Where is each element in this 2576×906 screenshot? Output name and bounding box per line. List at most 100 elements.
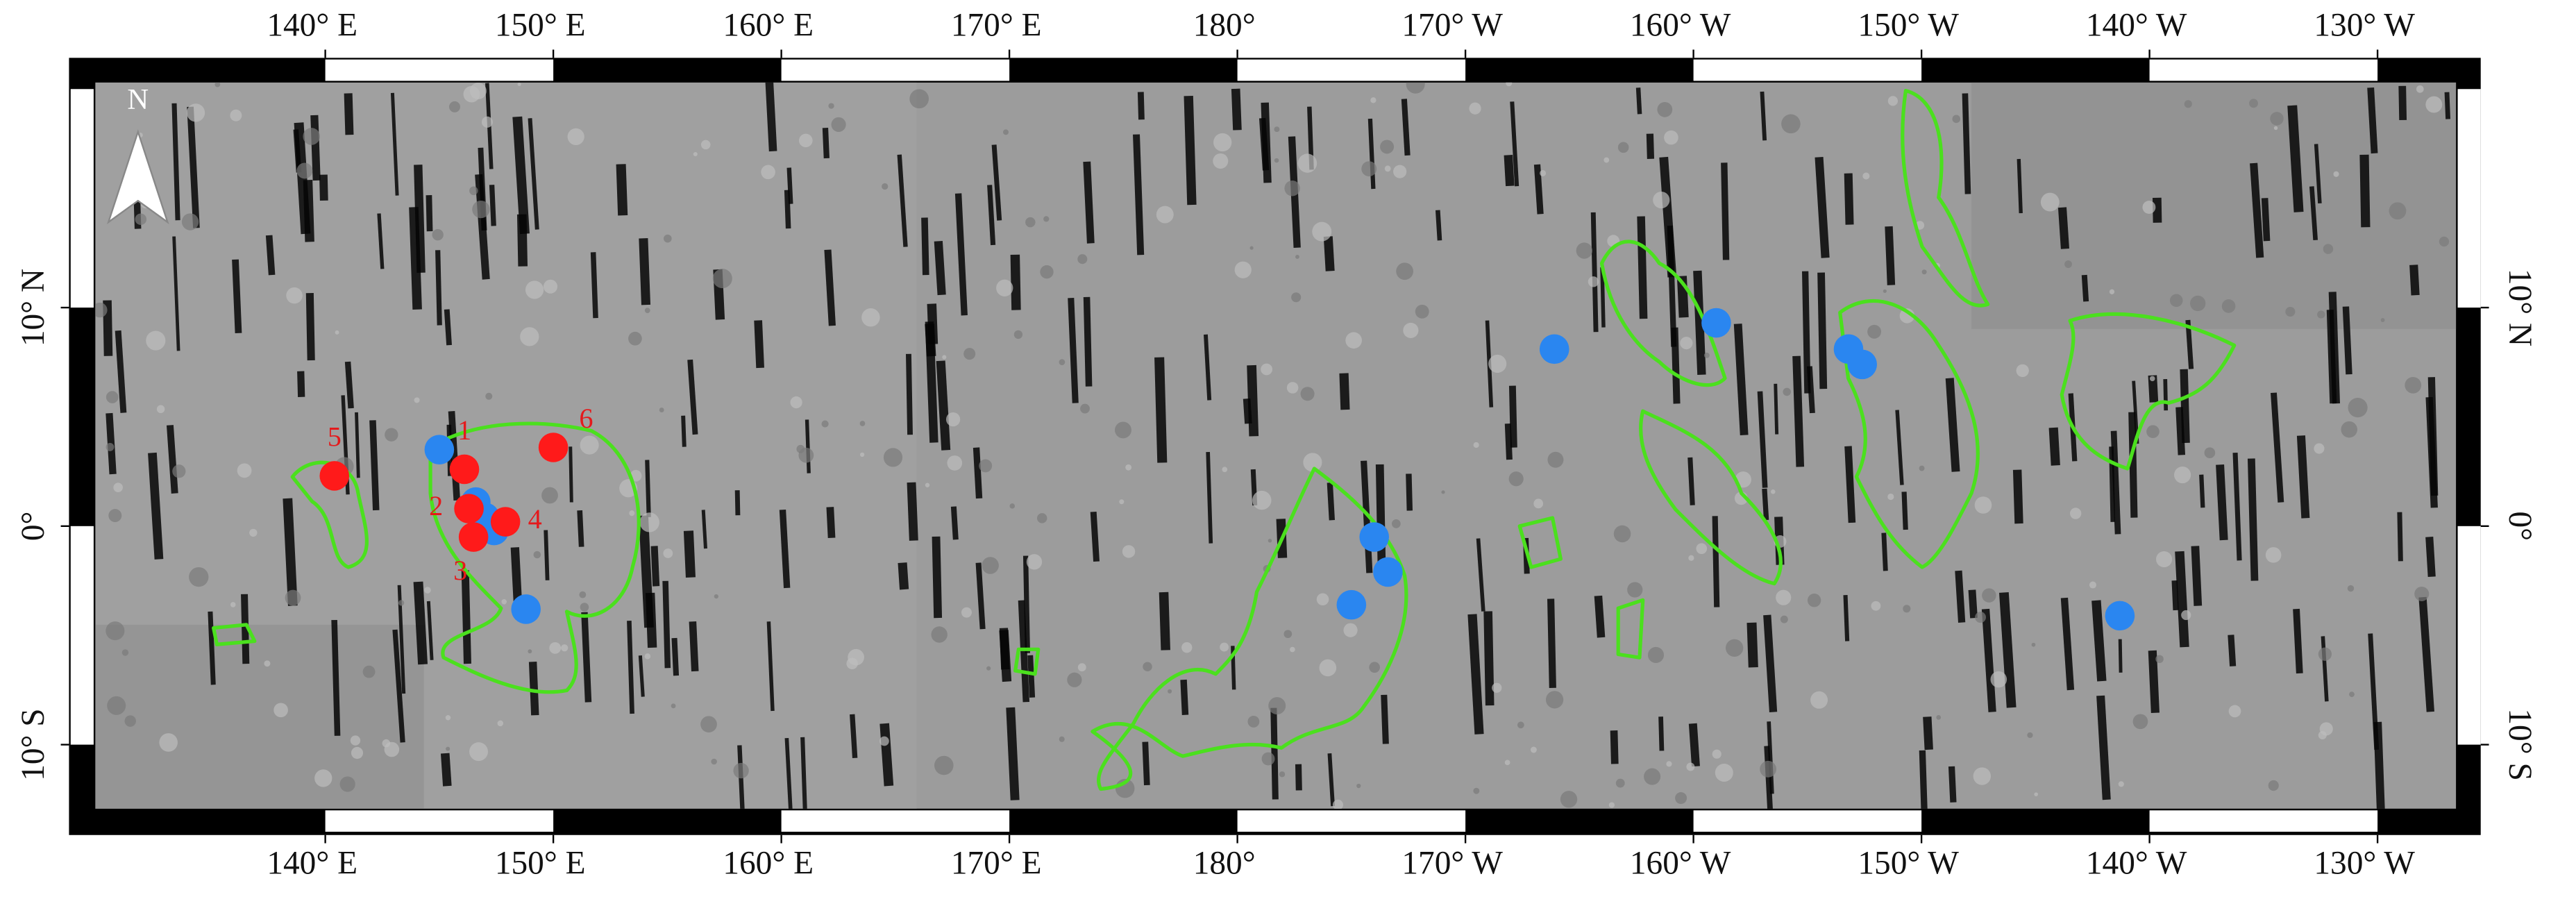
- data-gap: [1154, 357, 1168, 463]
- crater: [1284, 180, 1300, 196]
- data-gap: [2132, 380, 2139, 444]
- data-gap: [1774, 383, 1779, 435]
- crater: [285, 589, 301, 606]
- crater: [107, 696, 126, 715]
- data-gap: [906, 353, 913, 435]
- data-gap: [148, 452, 164, 560]
- data-gap: [950, 506, 959, 540]
- crater: [2318, 647, 2332, 661]
- crater: [237, 463, 252, 478]
- crater: [1361, 161, 1377, 177]
- border-segment: [70, 89, 94, 308]
- data-gap: [1688, 723, 1700, 767]
- crater: [1517, 721, 1524, 729]
- crater: [106, 391, 119, 403]
- crater: [2349, 691, 2355, 698]
- data-gap: [925, 321, 938, 443]
- lat-label: 10° S: [15, 708, 51, 780]
- crater: [859, 452, 865, 458]
- point: [1359, 522, 1390, 552]
- data-gap: [2048, 427, 2060, 466]
- data-gap: [1533, 164, 1544, 215]
- crater: [1026, 554, 1043, 570]
- data-gap: [444, 309, 452, 346]
- crater: [1644, 768, 1661, 785]
- crater: [1319, 659, 1337, 677]
- lon-label: 140° W: [2086, 8, 2187, 44]
- crater: [1213, 133, 1232, 152]
- crater: [501, 599, 507, 605]
- crater: [1952, 115, 1961, 124]
- crater: [1384, 165, 1391, 172]
- crater: [561, 644, 569, 652]
- crater: [882, 183, 889, 190]
- border-segment: [1693, 59, 1922, 81]
- crater: [579, 591, 587, 598]
- lon-label: 150° E: [495, 8, 586, 44]
- crater: [1295, 254, 1299, 259]
- data-gap: [1027, 655, 1036, 698]
- crater: [351, 746, 364, 760]
- crater: [469, 83, 487, 100]
- data-gap: [512, 116, 530, 235]
- site-label: 4: [528, 503, 542, 535]
- crater: [2016, 364, 2029, 378]
- crater: [1013, 330, 1023, 339]
- crater: [1712, 749, 1721, 759]
- data-gap: [2261, 198, 2271, 242]
- crater: [286, 287, 303, 304]
- crater: [469, 742, 489, 762]
- data-gap: [1955, 570, 1966, 623]
- data-gap: [936, 360, 951, 451]
- data-gap: [1270, 707, 1279, 800]
- crater: [712, 269, 732, 289]
- data-gap: [426, 195, 433, 232]
- data-gap: [1083, 161, 1095, 244]
- crater: [1504, 760, 1510, 766]
- data-gap: [2228, 635, 2237, 666]
- data-gap: [1068, 297, 1079, 403]
- data-gap: [1018, 600, 1030, 703]
- crater: [543, 279, 558, 294]
- crater: [186, 103, 205, 122]
- data-gap: [489, 185, 496, 226]
- data-gap: [2180, 369, 2190, 444]
- crater: [1608, 802, 1615, 808]
- crater: [828, 103, 834, 109]
- border-segment: [70, 526, 94, 745]
- crater: [1059, 359, 1066, 366]
- crater: [2341, 421, 2357, 438]
- crater: [883, 448, 903, 467]
- crater: [1036, 513, 1047, 523]
- crater: [1396, 262, 1413, 280]
- data-gap: [390, 92, 399, 196]
- crater: [113, 483, 123, 492]
- crater: [446, 746, 451, 751]
- crater: [1274, 158, 1279, 163]
- crater: [1312, 221, 1332, 242]
- data-gap: [1381, 694, 1389, 744]
- data-gap: [1981, 608, 1996, 712]
- data-gap: [1184, 96, 1197, 205]
- crater: [1114, 421, 1131, 439]
- crater: [2416, 85, 2424, 93]
- crater: [264, 660, 271, 667]
- crater: [1403, 322, 1419, 338]
- crater: [831, 117, 846, 133]
- data-gap: [2409, 265, 2420, 296]
- data-gap: [1137, 92, 1145, 120]
- data-gap: [779, 510, 791, 589]
- data-gap: [2296, 435, 2310, 519]
- data-gap: [701, 510, 707, 549]
- crater: [1615, 778, 1625, 788]
- crater: [2323, 244, 2334, 254]
- data-gap: [2427, 377, 2439, 496]
- crater: [821, 420, 829, 428]
- crater: [629, 510, 635, 517]
- crater: [1973, 767, 1992, 785]
- data-gap: [1760, 91, 1767, 141]
- data-gap: [1261, 102, 1272, 183]
- crater: [445, 714, 451, 721]
- data-gap: [681, 415, 687, 447]
- data-gap: [1510, 101, 1519, 187]
